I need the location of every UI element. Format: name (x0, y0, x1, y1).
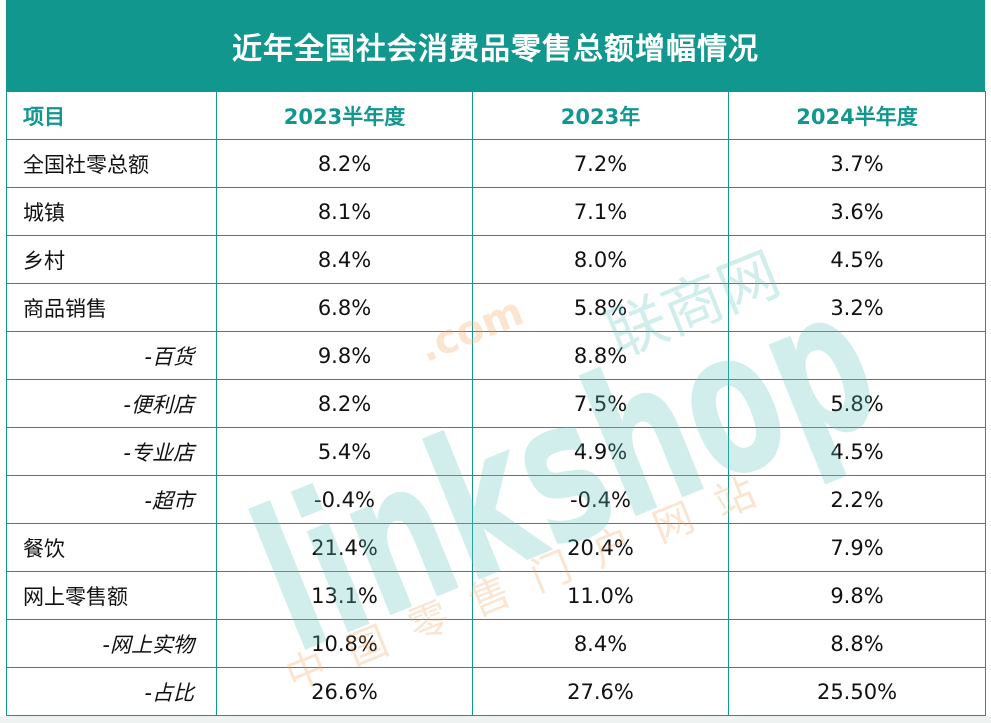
column-header-2023: 2023年 (472, 91, 729, 140)
table-cell: -0.4% (472, 475, 729, 524)
table-header-row: 项目 2023半年度 2023年 2024半年度 (6, 91, 986, 140)
table-row: -便利店 8.2% 7.5% 5.8% (6, 379, 986, 428)
table-cell: 2.2% (728, 475, 986, 524)
table-cell: 8.0% (472, 235, 729, 284)
table-cell: 13.1% (216, 571, 473, 620)
column-header-2024-h1: 2024半年度 (728, 91, 986, 140)
table-cell: 8.4% (216, 235, 473, 284)
table-cell: 8.8% (728, 619, 986, 668)
table-cell: 7.9% (728, 523, 986, 572)
table-cell: 8.4% (472, 619, 729, 668)
table-cell: 7.5% (472, 379, 729, 428)
table-cell: 8.8% (472, 331, 729, 380)
table-row: 商品销售 6.8% 5.8% 3.2% (6, 283, 986, 332)
row-label: -百货 (6, 331, 217, 380)
table-cell: 26.6% (216, 667, 473, 716)
table-cell: 8.2% (216, 379, 473, 428)
table-cell: 3.7% (728, 139, 986, 188)
column-header-2023-h1: 2023半年度 (216, 91, 473, 140)
table-body: 全国社零总额 8.2% 7.2% 3.7% 城镇 8.1% 7.1% 3.6% 乡村 8.4% 8.… (6, 139, 986, 716)
table-row: 网上零售额 13.1% 11.0% 9.8% (6, 571, 986, 620)
table-cell: 5.8% (472, 283, 729, 332)
table-cell: 9.8% (216, 331, 473, 380)
row-label: 全国社零总额 (6, 139, 217, 188)
row-label: -便利店 (6, 379, 217, 428)
table-cell: 20.4% (472, 523, 729, 572)
table-row: -网上实物 10.8% 8.4% 8.8% (6, 619, 986, 668)
row-label: 网上零售额 (6, 571, 217, 620)
table-cell: 3.2% (728, 283, 986, 332)
table-row: 餐饮 21.4% 20.4% 7.9% (6, 523, 986, 572)
row-label: -占比 (6, 667, 217, 716)
table-cell: 3.6% (728, 187, 986, 236)
table-cell: 7.2% (472, 139, 729, 188)
table-cell: 4.5% (728, 235, 986, 284)
table-cell: 27.6% (472, 667, 729, 716)
column-header-item: 项目 (6, 91, 217, 140)
table-row: 全国社零总额 8.2% 7.2% 3.7% (6, 139, 986, 188)
table-cell: 5.8% (728, 379, 986, 428)
table-cell: 25.50% (728, 667, 986, 716)
table-cell: 4.5% (728, 427, 986, 476)
row-label: 商品销售 (6, 283, 217, 332)
table-cell: -0.4% (216, 475, 473, 524)
table-cell: 4.9% (472, 427, 729, 476)
table-cell: 10.8% (216, 619, 473, 668)
table-row: -占比 26.6% 27.6% 25.50% (6, 667, 986, 716)
table-row: 城镇 8.1% 7.1% 3.6% (6, 187, 986, 236)
table-cell: 8.1% (216, 187, 473, 236)
page-title: 近年全国社会消费品零售总额增幅情况 (6, 0, 985, 91)
row-label: 餐饮 (6, 523, 217, 572)
table-row: -专业店 5.4% 4.9% 4.5% (6, 427, 986, 476)
table-row: 乡村 8.4% 8.0% 4.5% (6, 235, 986, 284)
table-cell (728, 331, 986, 380)
table-cell: 21.4% (216, 523, 473, 572)
table-row: -百货 9.8% 8.8% (6, 331, 986, 380)
table-row: -超市 -0.4% -0.4% 2.2% (6, 475, 986, 524)
table-cell: 7.1% (472, 187, 729, 236)
row-label: 城镇 (6, 187, 217, 236)
table-cell: 8.2% (216, 139, 473, 188)
table-cell: 9.8% (728, 571, 986, 620)
bottom-band (0, 716, 991, 723)
data-table: 项目 2023半年度 2023年 2024半年度 全国社零总额 8.2% 7.2% 3… (6, 91, 986, 716)
row-label: -专业店 (6, 427, 217, 476)
row-label: 乡村 (6, 235, 217, 284)
table-cell: 5.4% (216, 427, 473, 476)
table-cell: 6.8% (216, 283, 473, 332)
row-label: -超市 (6, 475, 217, 524)
table-cell: 11.0% (472, 571, 729, 620)
row-label: -网上实物 (6, 619, 217, 668)
